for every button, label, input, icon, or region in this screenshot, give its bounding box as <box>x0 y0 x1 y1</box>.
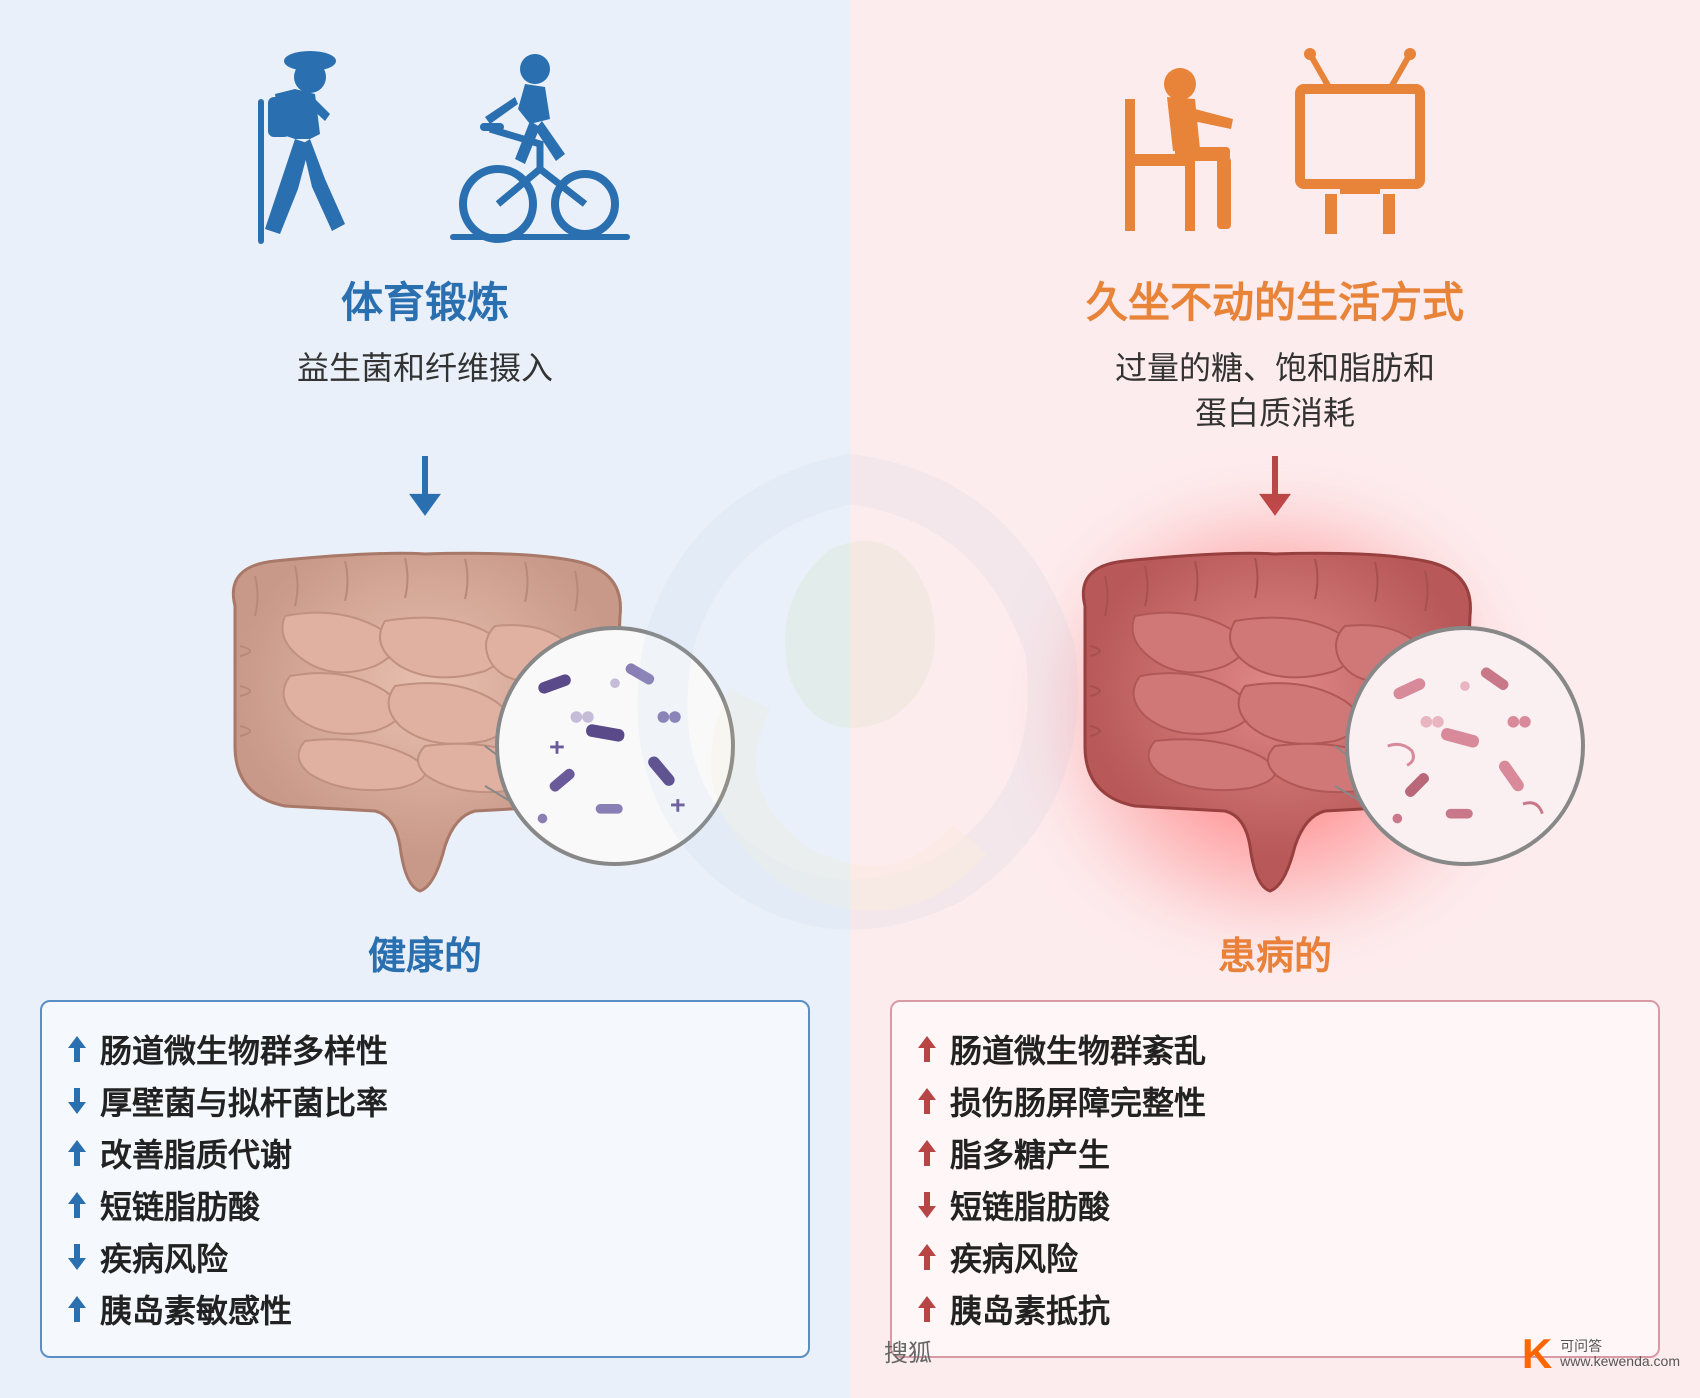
effect-text: 改善脂质代谢 <box>100 1130 292 1176</box>
effect-text: 短链脂肪酸 <box>100 1182 260 1228</box>
k-site-url: www.kewenda.com <box>1560 1354 1680 1369</box>
cycling-icon <box>430 49 630 249</box>
sohu-watermark: 搜狐 <box>884 1333 932 1368</box>
effect-text: 脂多糖产生 <box>950 1130 1110 1176</box>
effect-row: 损伤肠屏障完整性 <box>916 1078 1634 1124</box>
effect-row: 肠道微生物群紊乱 <box>916 1026 1634 1072</box>
right-organ <box>1025 526 1525 905</box>
effect-text: 肠道微生物群紊乱 <box>950 1026 1206 1072</box>
effect-text: 损伤肠屏障完整性 <box>950 1078 1206 1124</box>
right-title: 久坐不动的生活方式 <box>1086 269 1464 330</box>
effect-row: 厚壁菌与拟杆菌比率 <box>66 1078 784 1124</box>
effect-row: 胰岛素抵抗 <box>916 1286 1634 1332</box>
left-status: 健康的 <box>368 925 482 980</box>
effect-row: 脂多糖产生 <box>916 1130 1634 1176</box>
effect-text: 短链脂肪酸 <box>950 1182 1110 1228</box>
effect-row: 胰岛素敏感性 <box>66 1286 784 1332</box>
effect-text: 厚壁菌与拟杆菌比率 <box>100 1078 388 1124</box>
right-status: 患病的 <box>1218 925 1332 980</box>
right-panel: 久坐不动的生活方式 过量的糖、饱和脂肪和 蛋白质消耗 <box>850 0 1700 1398</box>
effect-text: 胰岛素抵抗 <box>950 1286 1110 1332</box>
left-title: 体育锻炼 <box>341 269 509 330</box>
right-effects-box: 肠道微生物群紊乱损伤肠屏障完整性脂多糖产生短链脂肪酸疾病风险胰岛素抵抗 <box>890 1000 1660 1358</box>
hiker-icon <box>220 39 390 249</box>
left-panel: 体育锻炼 益生菌和纤维摄入 <box>0 0 850 1398</box>
left-effects-box: 肠道微生物群多样性厚壁菌与拟杆菌比率改善脂质代谢短链脂肪酸疾病风险胰岛素敏感性 <box>40 1000 810 1358</box>
effect-text: 胰岛素敏感性 <box>100 1286 292 1332</box>
effect-row: 疾病风险 <box>916 1234 1634 1280</box>
effect-row: 短链脂肪酸 <box>916 1182 1634 1228</box>
effect-row: 肠道微生物群多样性 <box>66 1026 784 1072</box>
right-subtitle: 过量的糖、饱和脂肪和 蛋白质消耗 <box>1115 346 1435 436</box>
right-microbe-circle <box>1345 626 1585 866</box>
effect-row: 疾病风险 <box>66 1234 784 1280</box>
effect-text: 疾病风险 <box>950 1234 1078 1280</box>
effect-row: 短链脂肪酸 <box>66 1182 784 1228</box>
left-icon-row <box>220 30 630 249</box>
effect-text: 疾病风险 <box>100 1234 228 1280</box>
left-organ <box>175 526 675 905</box>
effect-text: 肠道微生物群多样性 <box>100 1026 388 1072</box>
left-subtitle: 益生菌和纤维摄入 <box>297 346 553 436</box>
right-icon-row <box>1105 30 1445 249</box>
k-site-cn: 可问答 <box>1560 1339 1680 1354</box>
effect-row: 改善脂质代谢 <box>66 1130 784 1176</box>
sedentary-icon <box>1105 39 1445 249</box>
left-arrow-down-icon <box>405 456 445 516</box>
k-logo: K <box>1522 1330 1552 1378</box>
kewenda-watermark: K 可问答 www.kewenda.com <box>1522 1330 1680 1378</box>
left-microbe-circle <box>495 626 735 866</box>
